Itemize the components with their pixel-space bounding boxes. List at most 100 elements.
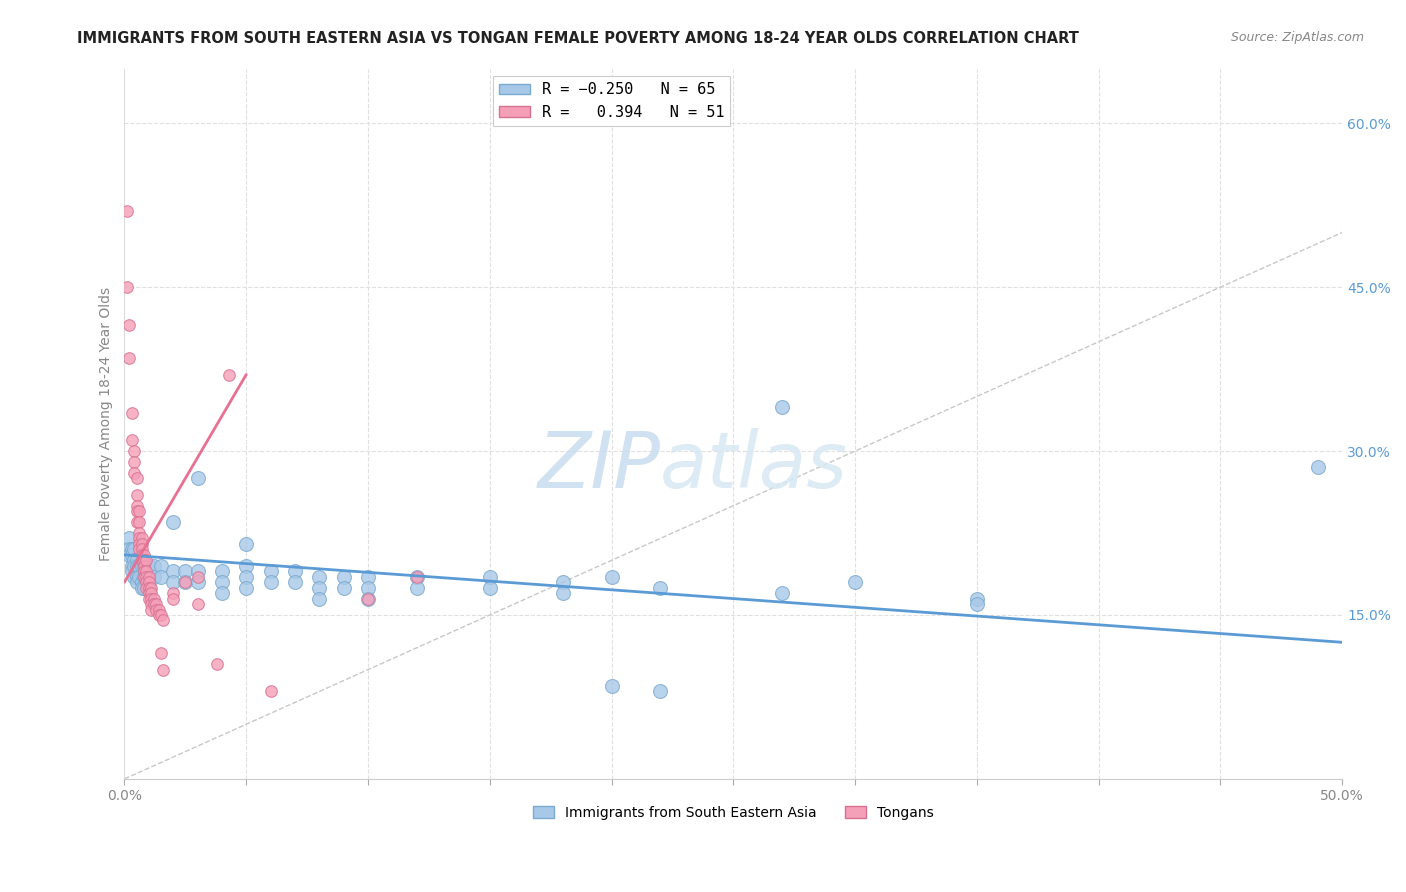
- Point: [770, 586, 793, 600]
- Point: [135, 581, 157, 595]
- Point: [235, 537, 257, 551]
- Point: [284, 575, 307, 590]
- Point: [966, 591, 988, 606]
- Point: [132, 564, 155, 578]
- Point: [121, 564, 143, 578]
- Point: [405, 581, 427, 595]
- Point: [122, 558, 145, 573]
- Point: [141, 581, 163, 595]
- Point: [186, 597, 208, 611]
- Point: [235, 581, 257, 595]
- Point: [211, 586, 233, 600]
- Point: [128, 570, 150, 584]
- Text: atlas: atlas: [661, 428, 848, 504]
- Point: [150, 607, 173, 622]
- Point: [125, 570, 148, 584]
- Point: [128, 515, 150, 529]
- Point: [308, 591, 330, 606]
- Point: [650, 581, 672, 595]
- Point: [141, 602, 163, 616]
- Point: [125, 488, 148, 502]
- Point: [308, 581, 330, 595]
- Text: Source: ZipAtlas.com: Source: ZipAtlas.com: [1230, 31, 1364, 45]
- Point: [357, 581, 380, 595]
- Point: [478, 581, 501, 595]
- Point: [118, 542, 141, 557]
- Point: [211, 564, 233, 578]
- Point: [141, 597, 163, 611]
- Point: [135, 553, 157, 567]
- Point: [125, 575, 148, 590]
- Point: [211, 575, 233, 590]
- Point: [121, 542, 143, 557]
- Point: [162, 586, 184, 600]
- Point: [966, 597, 988, 611]
- Point: [1306, 460, 1329, 475]
- Point: [122, 444, 145, 458]
- Point: [551, 586, 574, 600]
- Point: [650, 684, 672, 698]
- Point: [141, 591, 163, 606]
- Point: [142, 591, 165, 606]
- Point: [118, 548, 141, 562]
- Point: [308, 570, 330, 584]
- Point: [235, 570, 257, 584]
- Point: [122, 570, 145, 584]
- Legend: Immigrants from South Eastern Asia, Tongans: Immigrants from South Eastern Asia, Tong…: [527, 800, 939, 825]
- Point: [122, 455, 145, 469]
- Point: [125, 499, 148, 513]
- Point: [131, 575, 153, 590]
- Point: [132, 570, 155, 584]
- Point: [132, 558, 155, 573]
- Point: [150, 558, 173, 573]
- Point: [357, 591, 380, 606]
- Point: [125, 553, 148, 567]
- Point: [162, 515, 184, 529]
- Point: [186, 575, 208, 590]
- Point: [128, 537, 150, 551]
- Point: [142, 558, 165, 573]
- Point: [122, 542, 145, 557]
- Point: [186, 564, 208, 578]
- Point: [118, 351, 141, 366]
- Point: [145, 597, 167, 611]
- Point: [121, 433, 143, 447]
- Point: [152, 663, 174, 677]
- Point: [121, 558, 143, 573]
- Point: [162, 591, 184, 606]
- Point: [174, 564, 197, 578]
- Point: [162, 575, 184, 590]
- Point: [128, 504, 150, 518]
- Point: [138, 581, 160, 595]
- Point: [135, 575, 157, 590]
- Point: [148, 607, 170, 622]
- Point: [132, 581, 155, 595]
- Point: [125, 504, 148, 518]
- Point: [121, 406, 143, 420]
- Point: [138, 575, 160, 590]
- Point: [142, 597, 165, 611]
- Point: [131, 532, 153, 546]
- Point: [125, 558, 148, 573]
- Point: [122, 553, 145, 567]
- Point: [132, 548, 155, 562]
- Point: [844, 575, 866, 590]
- Point: [128, 532, 150, 546]
- Point: [259, 684, 281, 698]
- Point: [162, 564, 184, 578]
- Point: [142, 570, 165, 584]
- Point: [138, 558, 160, 573]
- Point: [141, 586, 163, 600]
- Point: [551, 575, 574, 590]
- Point: [121, 548, 143, 562]
- Point: [115, 280, 138, 294]
- Point: [131, 537, 153, 551]
- Point: [150, 646, 173, 660]
- Point: [174, 575, 197, 590]
- Point: [357, 570, 380, 584]
- Point: [138, 591, 160, 606]
- Point: [405, 570, 427, 584]
- Point: [259, 575, 281, 590]
- Point: [138, 586, 160, 600]
- Point: [125, 515, 148, 529]
